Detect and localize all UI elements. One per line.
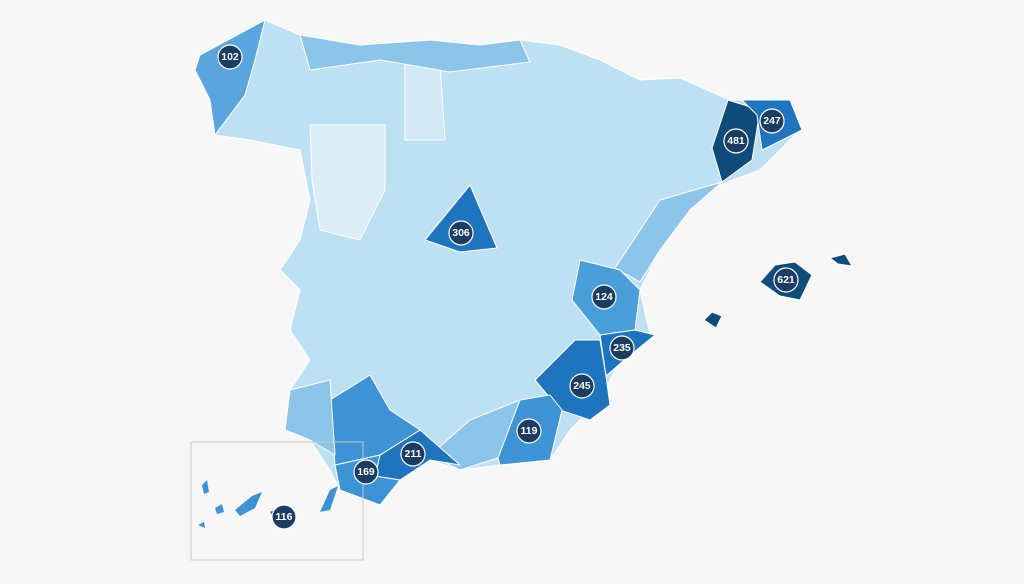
- marker: 621: [773, 267, 799, 293]
- marker-circle: [400, 441, 426, 467]
- marker: 211: [400, 441, 426, 467]
- region: [284, 379, 336, 456]
- marker: 481: [723, 128, 749, 154]
- island: [215, 504, 224, 514]
- marker-label: 211: [405, 448, 422, 460]
- island: [198, 522, 205, 528]
- marker-label: 481: [727, 135, 745, 147]
- marker: 306: [448, 220, 474, 246]
- marker-circle: [591, 284, 617, 310]
- marker-label: 621: [777, 274, 795, 286]
- marker-label: 102: [221, 51, 239, 63]
- marker: 169: [353, 459, 379, 485]
- region: [309, 124, 386, 241]
- marker: 102: [217, 44, 243, 70]
- region: [424, 184, 498, 253]
- island: [202, 480, 209, 494]
- island: [235, 492, 262, 516]
- marker-circle: [723, 128, 749, 154]
- inset-frame: [190, 441, 364, 561]
- marker-circle: [516, 418, 542, 444]
- region: [404, 59, 446, 141]
- marker-circle: [217, 44, 243, 70]
- marker: 119: [516, 418, 542, 444]
- marker-circle: [353, 459, 379, 485]
- region: [194, 19, 266, 136]
- marker-label: 306: [452, 227, 470, 239]
- marker: 116: [271, 504, 297, 530]
- marker: 235: [609, 335, 635, 361]
- marker-circle: [773, 267, 799, 293]
- marker-circle: [609, 335, 635, 361]
- markers: 102 306 247 481 621 124 235 245 119 211 169 116: [217, 44, 799, 530]
- region: [299, 34, 531, 73]
- peninsula: [194, 19, 803, 506]
- marker-label: 124: [595, 291, 613, 303]
- region: [614, 181, 723, 283]
- marker: 247: [759, 108, 785, 134]
- marker-label: 169: [357, 466, 375, 478]
- marker-label: 119: [521, 425, 538, 437]
- island: [320, 486, 338, 512]
- marker: 124: [591, 284, 617, 310]
- marker: 245: [569, 373, 595, 399]
- island: [703, 311, 723, 329]
- marker-label: 116: [276, 511, 293, 523]
- marker-circle: [759, 108, 785, 134]
- marker-label: 247: [763, 115, 781, 127]
- marker-circle: [448, 220, 474, 246]
- marker-label: 235: [613, 342, 631, 354]
- island: [829, 253, 853, 267]
- marker-label: 245: [573, 380, 591, 392]
- marker-circle: [569, 373, 595, 399]
- marker-circle: [271, 504, 297, 530]
